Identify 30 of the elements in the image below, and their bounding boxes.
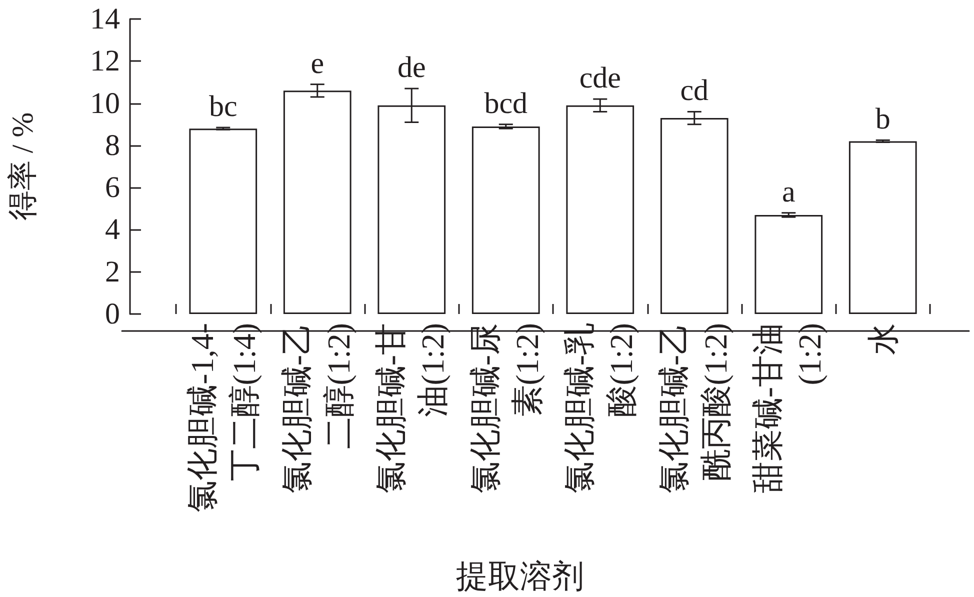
- annotation: e: [310, 46, 324, 80]
- y-axis-title: 得率 / %: [6, 112, 40, 221]
- annotation: a: [782, 175, 796, 208]
- y-tick-label: 8: [105, 128, 120, 162]
- x-tick-label: 氯化胆碱-乙酰丙酸(1:2): [655, 323, 734, 494]
- y-tick-label: 12: [90, 44, 120, 78]
- x-axis-title: 提取溶剂: [456, 558, 584, 594]
- y-tick-label: 2: [105, 255, 120, 288]
- annotation: cde: [579, 62, 621, 95]
- y-tick-label: 6: [105, 171, 120, 204]
- x-tick-label: 甜菜碱-甘油(1:2): [750, 323, 828, 494]
- annotation: de: [397, 51, 426, 84]
- bar: [472, 126, 540, 314]
- y-tick-label: 4: [105, 213, 120, 246]
- y-tick-label: 14: [90, 2, 120, 36]
- x-tick-label: 水: [864, 323, 901, 355]
- annotation: bcd: [484, 86, 528, 120]
- y-tick-label: 10: [90, 86, 120, 120]
- x-tick-label: 氯化胆碱-乙二醇(1:2): [278, 323, 356, 494]
- y-tick-label: 0: [105, 298, 120, 330]
- bar: [189, 128, 258, 314]
- annotation: cd: [680, 74, 709, 108]
- annotation: bc: [208, 90, 238, 124]
- bar: [754, 214, 823, 314]
- x-tick-label: 氯化胆碱-尿素(1:2): [466, 323, 545, 494]
- annotation: b: [875, 102, 890, 136]
- x-tick-label: 氯化胆碱-1,4-丁二醇(1:4): [184, 323, 262, 512]
- bar: [848, 141, 917, 314]
- x-tick-label: 氯化胆碱-甘油(1:2): [372, 323, 451, 494]
- x-tick-label: 氯化胆碱-乳酸(1:2): [561, 323, 640, 494]
